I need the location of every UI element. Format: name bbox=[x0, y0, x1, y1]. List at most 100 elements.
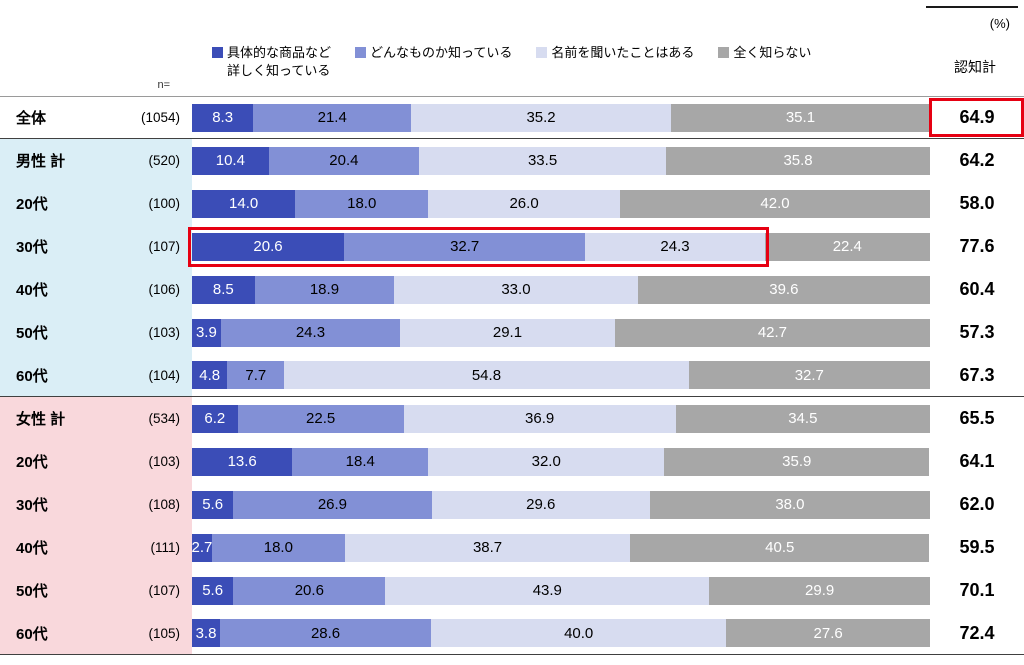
bar-segment: 32.7 bbox=[688, 361, 930, 389]
row-total: 62.0 bbox=[930, 483, 1024, 526]
chart-header: (%) 具体的な商品など 詳しく知っている どんなものか知っている 名前を聞いたこと… bbox=[0, 0, 1024, 96]
row-total-value: 64.9 bbox=[959, 107, 995, 127]
row-total-value: 58.0 bbox=[959, 193, 995, 213]
bar-segment: 18.0 bbox=[295, 189, 429, 218]
legend-label: 名前を聞いたことはある bbox=[551, 45, 695, 60]
n-column-header: n= bbox=[157, 79, 170, 91]
bar-segment: 35.2 bbox=[411, 103, 671, 132]
row-label: 40代 bbox=[0, 526, 108, 569]
row-total-value: 64.1 bbox=[959, 451, 995, 471]
legend-item: 全く知らない bbox=[718, 44, 811, 62]
bar-segment: 29.1 bbox=[400, 318, 615, 347]
row-total-value: 65.5 bbox=[959, 408, 995, 428]
bar-segment: 22.5 bbox=[237, 404, 404, 433]
bar-segment: 3.8 bbox=[192, 619, 221, 647]
row-n: (111) bbox=[108, 526, 192, 569]
table-row: 女性 計 (534) 6.2 22.5 36.9 34.5 65.5 bbox=[0, 397, 1024, 440]
bar-segment: 20.6 bbox=[192, 232, 345, 261]
top-right-rule bbox=[926, 6, 1018, 8]
bar-segment: 32.0 bbox=[428, 447, 665, 476]
row-label: 20代 bbox=[0, 440, 108, 483]
awareness-total-header: 認知計 bbox=[954, 59, 996, 75]
bar-segment: 18.4 bbox=[292, 447, 429, 476]
row-total-value: 77.6 bbox=[959, 236, 995, 256]
row-n: (107) bbox=[108, 225, 192, 268]
table-row: 40代 (111) 2.7 18.0 38.7 40.5 59.5 bbox=[0, 526, 1024, 569]
table-row: 20代 (100) 14.0 18.0 26.0 42.0 58.0 bbox=[0, 182, 1024, 225]
bar-segment: 20.6 bbox=[233, 576, 386, 605]
bar-track: 5.6 20.6 43.9 29.9 bbox=[192, 576, 930, 605]
row-label: 20代 bbox=[0, 182, 108, 225]
row-label: 全体 bbox=[16, 110, 47, 127]
legend-item: どんなものか知っている bbox=[355, 44, 512, 62]
row-total: 64.2 bbox=[930, 139, 1024, 182]
bar-segment: 21.4 bbox=[253, 103, 412, 132]
bar-track: 3.8 28.6 40.0 27.6 bbox=[192, 619, 930, 647]
bar-segment: 38.0 bbox=[649, 490, 930, 519]
bar-segment: 20.4 bbox=[268, 146, 420, 175]
table-row: 男性 計 (520) 10.4 20.4 33.5 35.8 64.2 bbox=[0, 139, 1024, 182]
row-n: (534) bbox=[108, 397, 192, 440]
row-label: 30代 bbox=[0, 225, 108, 268]
row-total: 72.4 bbox=[930, 612, 1024, 654]
bar-segment: 43.9 bbox=[385, 576, 710, 605]
table-row: 20代 (103) 13.6 18.4 32.0 35.9 64.1 bbox=[0, 440, 1024, 483]
bar-segment: 3.9 bbox=[192, 318, 221, 347]
bar-segment: 5.6 bbox=[192, 490, 234, 519]
row-total: 64.9 bbox=[929, 97, 1024, 138]
bar-segment: 8.3 bbox=[192, 103, 254, 132]
table-row: 40代 (106) 8.5 18.9 33.0 39.6 60.4 bbox=[0, 268, 1024, 311]
legend-swatch-icon bbox=[536, 47, 548, 58]
row-total-value: 62.0 bbox=[959, 494, 995, 514]
row-label: 50代 bbox=[0, 569, 108, 612]
row-label: 60代 bbox=[0, 354, 108, 396]
legend-item: 名前を聞いたことはある bbox=[536, 44, 694, 62]
bar-segment: 24.3 bbox=[220, 318, 401, 347]
legend-label: どんなものか知っている bbox=[370, 45, 513, 60]
bar-segment: 27.6 bbox=[726, 619, 930, 647]
row-n: (108) bbox=[108, 483, 192, 526]
unit-label: (%) bbox=[989, 16, 1010, 31]
bar-segment: 6.2 bbox=[192, 404, 238, 433]
bar-segment: 13.6 bbox=[192, 447, 293, 476]
bar-segment: 35.1 bbox=[670, 103, 930, 132]
bar-segment: 35.9 bbox=[664, 447, 930, 476]
table-row: 30代 (108) 5.6 26.9 29.6 38.0 62.0 bbox=[0, 483, 1024, 526]
row-total: 77.6 bbox=[930, 225, 1024, 268]
row-n: (1054) bbox=[140, 110, 180, 125]
bar-segment: 33.0 bbox=[394, 275, 638, 304]
bar-segment: 32.7 bbox=[344, 232, 586, 261]
row-total: 67.3 bbox=[930, 354, 1024, 396]
table-row: 60代 (104) 4.8 7.7 54.8 32.7 67.3 bbox=[0, 354, 1024, 397]
legend: 具体的な商品など 詳しく知っている どんなものか知っている 名前を聞いたことはある 全… bbox=[212, 44, 811, 79]
bar-track: 14.0 18.0 26.0 42.0 bbox=[192, 189, 930, 218]
bar-track: 13.6 18.4 32.0 35.9 bbox=[192, 447, 930, 476]
bar-segment: 2.7 bbox=[192, 533, 212, 562]
bar-track: 20.6 32.7 24.3 22.4 bbox=[188, 226, 930, 267]
bar-track: 3.9 24.3 29.1 42.7 bbox=[192, 318, 930, 347]
bar-track: 10.4 20.4 33.5 35.8 bbox=[192, 146, 931, 175]
row-n: (104) bbox=[108, 354, 192, 396]
bar-segment: 35.8 bbox=[666, 146, 931, 175]
rows: 全体 (1054) 8.3 21.4 35.2 35.1 64.9 男性 計 (520) 10.4… bbox=[0, 96, 1024, 655]
bar-segment: 14.0 bbox=[192, 189, 296, 218]
table-row: 50代 (107) 5.6 20.6 43.9 29.9 70.1 bbox=[0, 569, 1024, 612]
bar-track: 8.3 21.4 35.2 35.1 bbox=[192, 103, 930, 132]
bar-track: 2.7 18.0 38.7 40.5 bbox=[192, 533, 930, 562]
bar-track: 6.2 22.5 36.9 34.5 bbox=[192, 404, 930, 433]
row-total: 64.1 bbox=[930, 440, 1024, 483]
bar-segment: 36.9 bbox=[403, 404, 676, 433]
bar-segment: 39.6 bbox=[637, 275, 930, 304]
bar-segment: 42.7 bbox=[614, 318, 930, 347]
row-n: (105) bbox=[108, 612, 192, 654]
row-label: 30代 bbox=[0, 483, 108, 526]
row-total-value: 60.4 bbox=[959, 279, 995, 299]
bar-segment: 7.7 bbox=[227, 361, 285, 389]
legend-swatch-icon bbox=[718, 47, 730, 58]
row-total-value: 70.1 bbox=[959, 580, 995, 600]
row-n: (103) bbox=[108, 440, 192, 483]
bar-segment: 28.6 bbox=[220, 619, 432, 647]
row-total-value: 72.4 bbox=[959, 622, 995, 643]
row-n: (107) bbox=[108, 569, 192, 612]
